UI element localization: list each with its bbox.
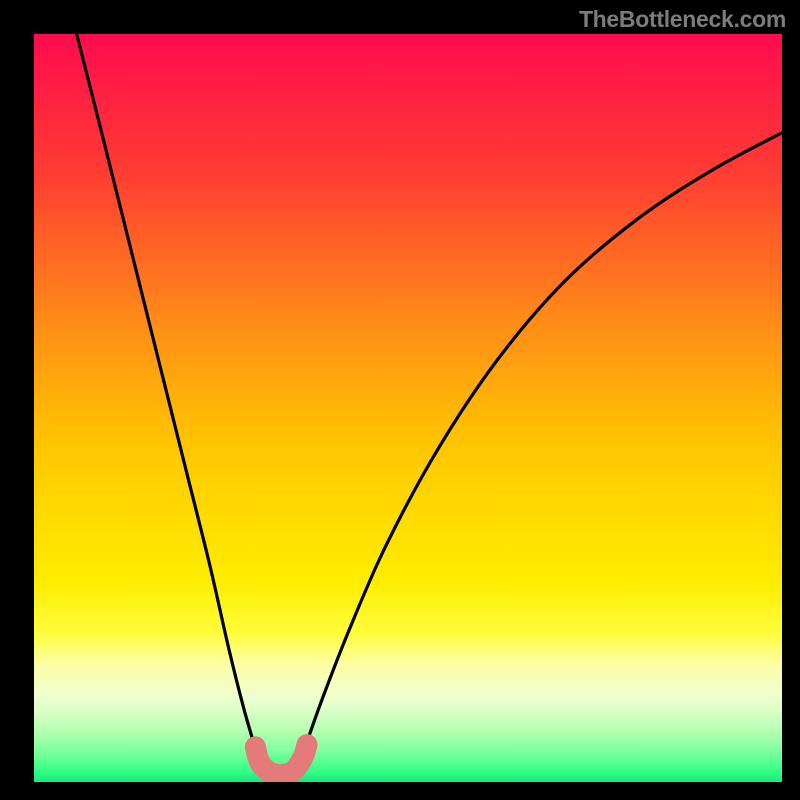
plot-svg [34,34,782,782]
plot-area [34,34,782,782]
gradient-background [34,34,782,782]
watermark-text: TheBottleneck.com [579,6,786,33]
